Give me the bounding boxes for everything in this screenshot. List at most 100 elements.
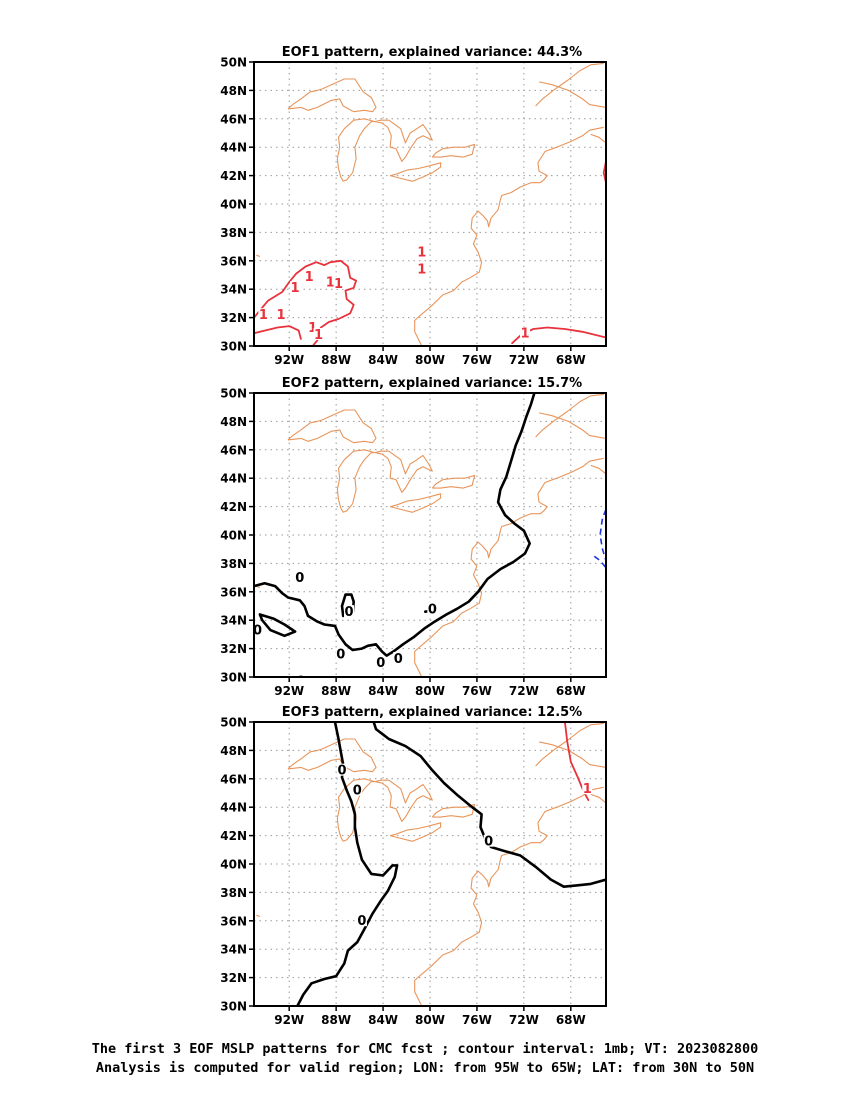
lon-tick-label: 92W (274, 684, 304, 698)
coastline (389, 822, 442, 842)
coastline (414, 457, 604, 677)
contour-label-bg (416, 245, 427, 258)
eof2-panel: EOF2 pattern, explained variance: 15.7% 0… (220, 376, 607, 698)
lon-tick-label: 84W (368, 353, 398, 367)
contour-label-bg (333, 276, 344, 289)
contour-line-neg (593, 555, 606, 569)
coastline (287, 78, 377, 113)
contour-label-bg (307, 320, 318, 333)
eof-maps: EOF1 pattern, explained variance: 44.3% 1… (220, 45, 607, 1027)
contour-label-bg (290, 281, 301, 294)
coastline (535, 393, 604, 438)
lat-tick-label: 34N (220, 283, 247, 297)
contour-label: 1 (308, 321, 317, 336)
contour-label-bg (483, 834, 494, 847)
contour-label: 1 (521, 327, 530, 342)
coastline (590, 793, 606, 804)
panel-title: EOF2 pattern, explained variance: 15.7% (282, 376, 582, 391)
coastline (414, 786, 604, 1006)
panel-title: EOF3 pattern, explained variance: 12.5% (282, 705, 582, 720)
lon-tick-label: 68W (556, 1013, 586, 1027)
caption-line-1: The first 3 EOF MSLP patterns for CMC fc… (91, 1041, 759, 1057)
coastline (374, 450, 433, 493)
contour-label-bg (313, 328, 324, 341)
coastline (256, 254, 261, 258)
contour-label: 1 (417, 246, 426, 261)
contour-label: 1 (583, 782, 592, 797)
contour-label: 0 (376, 656, 385, 671)
figure-caption: The first 3 EOF MSLP patterns for CMC fc… (0, 1040, 850, 1078)
coastline (431, 803, 476, 818)
lon-tick-label: 76W (462, 684, 492, 698)
lon-tick-label: 92W (274, 1013, 304, 1027)
coastline (414, 126, 604, 346)
lat-tick-label: 32N (220, 971, 247, 985)
lon-tick-label: 76W (462, 1013, 492, 1027)
coastline (590, 133, 606, 144)
caption-line-2: Analysis is computed for valid region; L… (95, 1060, 755, 1076)
contour-label-bg (325, 275, 336, 288)
lat-tick-label: 30N (220, 671, 247, 685)
contour-label: 0 (296, 675, 305, 690)
coastline (431, 143, 476, 158)
contour-label: 0 (428, 602, 437, 617)
lat-tick-label: 48N (220, 744, 247, 758)
eof1-panel: EOF1 pattern, explained variance: 44.3% 1… (220, 45, 607, 367)
lat-tick-label: 38N (220, 886, 247, 900)
lat-tick-label: 38N (220, 226, 247, 240)
panel-title: EOF1 pattern, explained variance: 44.3% (282, 45, 582, 60)
lat-tick-label: 44N (220, 472, 247, 486)
contour-label-bg (337, 763, 347, 776)
coastline (256, 914, 261, 918)
lat-tick-label: 30N (220, 1000, 247, 1014)
lat-tick-label: 32N (220, 642, 247, 656)
lat-tick-label: 46N (220, 772, 247, 786)
contour-label-bg (375, 656, 386, 669)
contour-label-bg (335, 647, 346, 660)
lat-tick-label: 40N (220, 529, 247, 543)
lat-tick-label: 50N (220, 387, 247, 401)
lon-tick-label: 88W (321, 684, 351, 698)
contour-label: 0 (357, 914, 366, 929)
coastline (374, 119, 433, 162)
coastline (336, 118, 376, 182)
lat-tick-label: 48N (220, 84, 247, 98)
lon-tick-label: 88W (321, 353, 351, 367)
lon-tick-label: 76W (462, 353, 492, 367)
contour-line-zero (372, 722, 606, 888)
coastline (538, 81, 606, 108)
lat-tick-label: 44N (220, 801, 247, 815)
contour-label: 1 (314, 328, 323, 343)
coastline (538, 412, 606, 439)
lat-tick-label: 34N (220, 614, 247, 628)
contour-label-bg (275, 308, 286, 321)
coastline (535, 62, 604, 107)
lon-tick-label: 68W (556, 684, 586, 698)
contour-label: 0 (337, 764, 346, 779)
lat-tick-label: 48N (220, 415, 247, 429)
lat-tick-label: 40N (220, 858, 247, 872)
lon-tick-label: 84W (368, 684, 398, 698)
coastline (389, 162, 442, 182)
coastline (590, 464, 606, 475)
lat-tick-label: 46N (220, 443, 247, 457)
contour-label-bg (304, 269, 315, 282)
eof3-panel: EOF3 pattern, explained variance: 12.5% 0… (220, 705, 607, 1027)
contour-label: 0 (253, 624, 262, 639)
lat-tick-label: 36N (220, 914, 247, 928)
contour-label: 0 (345, 605, 354, 620)
lat-tick-label: 36N (220, 254, 247, 268)
coastline (389, 493, 442, 513)
contour-line-pos (254, 325, 302, 340)
contour-label: 1 (326, 276, 335, 291)
coastline (374, 779, 433, 822)
contour-label-bg (427, 602, 438, 615)
lon-tick-label: 80W (415, 1013, 445, 1027)
contour-label-bg (416, 262, 427, 275)
contour-label: 1 (291, 281, 300, 296)
lat-tick-label: 42N (220, 500, 247, 514)
lon-tick-label: 72W (509, 684, 539, 698)
contour-label: 0 (353, 784, 362, 799)
